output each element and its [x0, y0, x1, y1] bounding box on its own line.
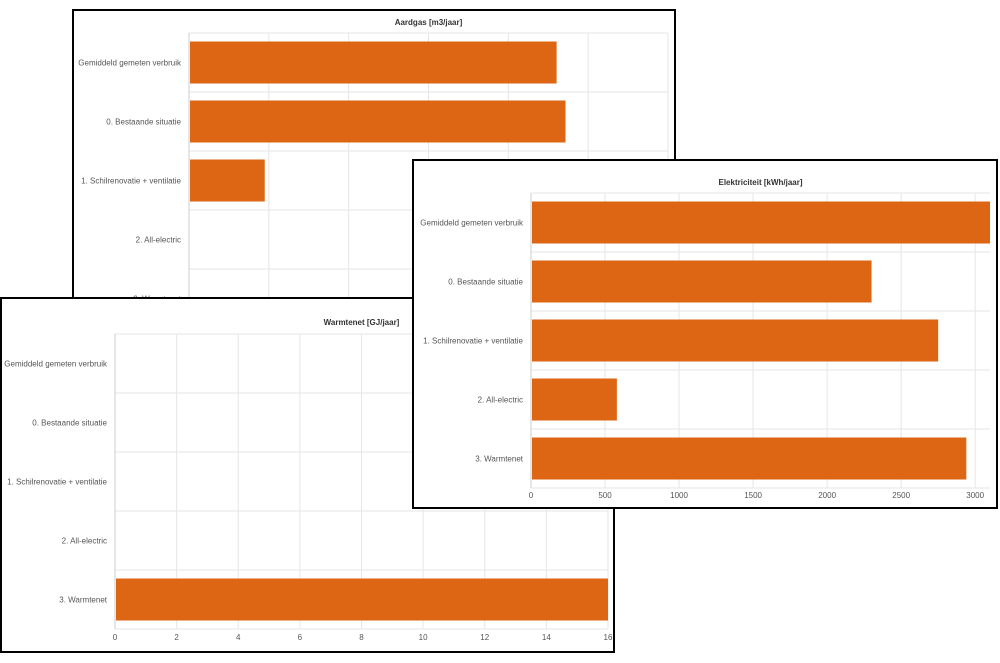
x-tick-label: 16: [604, 633, 613, 642]
chart-title: Aardgas [m3/jaar]: [395, 18, 463, 27]
category-label: 2. All-electric: [62, 537, 107, 546]
x-tick-label: 500: [598, 491, 612, 500]
x-tick-label: 14: [542, 633, 551, 642]
x-tick-label: 1000: [670, 491, 688, 500]
warmtenet-chart: Warmtenet [GJ/jaar] 0 2 4 6 8 10 12 14 16 Gemiddel…: [4, 318, 613, 642]
category-label: 1. Schilrenovatie + ventilatie: [81, 177, 181, 186]
category-label: Gemiddeld gemeten verbruik: [420, 219, 524, 228]
elektriciteit-chart-panel: Elektriciteit [kWh/jaar] 0 500 1000 1500 2000…: [412, 159, 998, 509]
x-tick-label: 0: [529, 491, 534, 500]
category-label: 3. Warmtenet: [475, 455, 523, 464]
bar: [190, 41, 557, 84]
bar: [532, 437, 967, 480]
bar: [532, 201, 990, 244]
category-label: Gemiddeld gemeten verbruik: [78, 59, 182, 68]
category-label: 1. Schilrenovatie + ventilatie: [423, 337, 523, 346]
x-tick-label: 1500: [744, 491, 762, 500]
x-tick-label: 2000: [818, 491, 836, 500]
x-tick-label: 4: [236, 633, 241, 642]
category-label: 2. All-electric: [136, 236, 181, 245]
category-label: 0. Bestaande situatie: [448, 278, 523, 287]
bar: [532, 319, 939, 362]
x-tick-label: 3000: [966, 491, 984, 500]
elektriciteit-chart: Elektriciteit [kWh/jaar] 0 500 1000 1500 2000…: [420, 178, 990, 500]
category-label: 2. All-electric: [478, 396, 523, 405]
x-tick-label: 12: [480, 633, 489, 642]
x-tick-label: 10: [419, 633, 428, 642]
category-label: Gemiddeld gemeten verbruik: [4, 360, 108, 369]
x-tick-label: 8: [359, 633, 364, 642]
bar: [532, 378, 617, 421]
x-tick-label: 6: [298, 633, 303, 642]
bar: [190, 100, 566, 143]
chart-title: Warmtenet [GJ/jaar]: [324, 318, 400, 327]
x-tick-label: 0: [113, 633, 118, 642]
category-label: 3. Warmtenet: [59, 596, 107, 605]
chart-title: Elektriciteit [kWh/jaar]: [718, 178, 802, 187]
bar: [116, 578, 608, 621]
bar: [532, 260, 872, 303]
bar: [190, 159, 265, 202]
category-label: 1. Schilrenovatie + ventilatie: [7, 478, 107, 487]
x-tick-label: 2500: [892, 491, 910, 500]
category-label: 0. Bestaande situatie: [106, 118, 181, 127]
x-tick-label: 2: [174, 633, 179, 642]
category-label: 0. Bestaande situatie: [32, 419, 107, 428]
